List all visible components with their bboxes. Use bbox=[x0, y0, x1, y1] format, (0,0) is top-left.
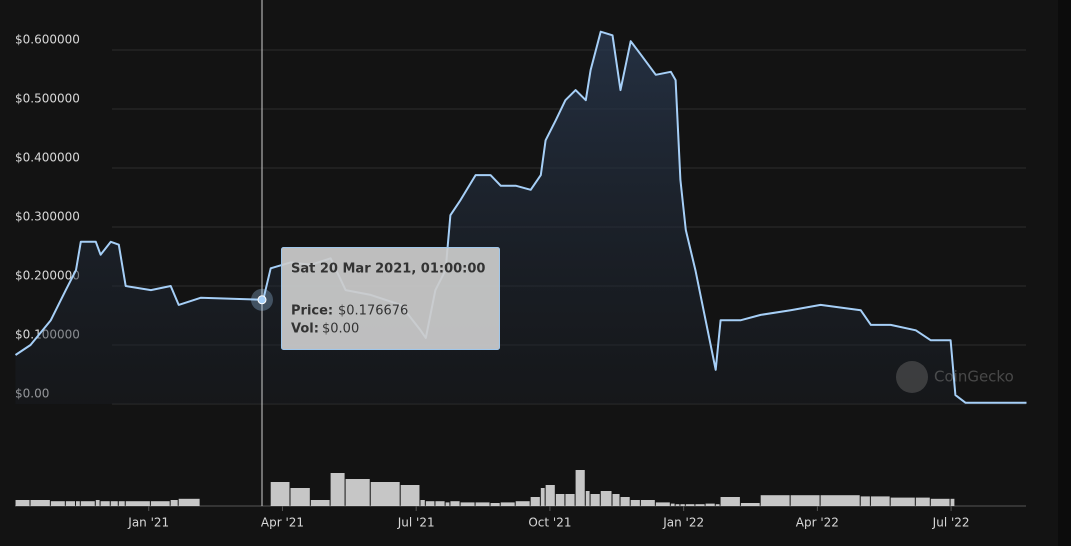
volume-bar bbox=[915, 497, 930, 506]
volume-bar bbox=[490, 503, 500, 506]
volume-bar bbox=[75, 501, 80, 506]
watermark-logo bbox=[896, 361, 928, 393]
tooltip-date: Sat 20 Mar 2021, 01:00:00 bbox=[291, 262, 485, 277]
volume-bar bbox=[585, 491, 590, 506]
volume-bar bbox=[270, 482, 290, 506]
volume-bar bbox=[640, 500, 655, 506]
volume-bar bbox=[890, 497, 915, 506]
volume-bar bbox=[680, 504, 685, 506]
volume-bar bbox=[178, 498, 200, 506]
volume-bar bbox=[515, 501, 530, 506]
tooltip-price-label: Price: bbox=[291, 304, 333, 319]
x-tick-label: Jul '22 bbox=[932, 516, 970, 530]
volume-bar bbox=[95, 500, 100, 506]
watermark-text: CoinGecko bbox=[934, 368, 1014, 386]
x-tick-label: Jan '21 bbox=[127, 516, 169, 530]
volume-bar bbox=[790, 495, 820, 506]
volume-bar bbox=[820, 495, 860, 506]
volume-bar bbox=[555, 494, 565, 506]
x-tick-label: Apr '22 bbox=[796, 516, 839, 530]
volume-bar bbox=[100, 501, 110, 506]
volume-bar bbox=[870, 496, 890, 506]
volume-bar bbox=[760, 495, 790, 506]
volume-bar bbox=[930, 498, 950, 506]
volume-bar bbox=[740, 503, 760, 506]
volume-bar bbox=[620, 497, 630, 506]
volume-bar bbox=[715, 504, 720, 506]
volume-bar bbox=[425, 501, 435, 506]
volume-bar bbox=[600, 491, 612, 506]
volume-bar bbox=[30, 500, 50, 506]
y-tick-label: $0.200000 bbox=[15, 269, 80, 283]
volume-bar bbox=[65, 501, 75, 506]
volume-bar bbox=[445, 502, 450, 506]
volume-bar bbox=[150, 501, 170, 506]
volume-bar bbox=[345, 479, 370, 506]
price-area bbox=[15, 31, 1027, 404]
volume-bar bbox=[290, 488, 310, 506]
y-tick-label: $0.500000 bbox=[15, 92, 80, 106]
volume-bar bbox=[118, 501, 125, 506]
tooltip-box bbox=[281, 247, 500, 350]
volume-bar bbox=[420, 500, 425, 506]
volume-bar bbox=[125, 501, 150, 506]
y-tick-label: $0.600000 bbox=[15, 33, 80, 47]
volume-bar bbox=[530, 497, 540, 506]
volume-bar bbox=[435, 501, 445, 506]
volume-bar bbox=[860, 496, 870, 506]
tooltip: Sat 20 Mar 2021, 01:00:00 Price: $0.1766… bbox=[281, 247, 500, 350]
volume-bar bbox=[685, 504, 695, 506]
x-tick-label: Oct '21 bbox=[528, 516, 571, 530]
x-tick-label: Apr '21 bbox=[261, 516, 304, 530]
volume-bar bbox=[720, 497, 740, 506]
volume-bar bbox=[370, 482, 400, 506]
volume-bar bbox=[450, 501, 460, 506]
y-tick-label: $0.400000 bbox=[15, 151, 80, 165]
volume-bar bbox=[590, 494, 600, 506]
volume-bar bbox=[15, 500, 30, 506]
volume-bar bbox=[612, 494, 620, 506]
volume-bar bbox=[630, 500, 640, 506]
volume-bar bbox=[50, 501, 65, 506]
volume-bar bbox=[545, 485, 555, 506]
plot bbox=[14, 30, 1027, 404]
x-tick-label: Jul '21 bbox=[397, 516, 435, 530]
y-tick-label: $0.300000 bbox=[15, 210, 80, 224]
tooltip-vol-label: Vol: bbox=[291, 322, 319, 337]
volume-bar bbox=[565, 494, 575, 506]
watermark: CoinGecko bbox=[896, 361, 1014, 393]
volume-bar bbox=[670, 503, 675, 506]
x-tick-label: Jan '22 bbox=[662, 516, 704, 530]
scroll-strip bbox=[1058, 0, 1071, 546]
volume-bar bbox=[500, 502, 515, 506]
price-line bbox=[14, 30, 1027, 404]
volume-bar bbox=[705, 503, 715, 506]
volume bbox=[15, 470, 955, 506]
volume-bar bbox=[540, 488, 545, 506]
volume-bar bbox=[675, 504, 680, 506]
volume-bar bbox=[575, 470, 585, 506]
volume-bar bbox=[170, 500, 178, 506]
volume-bar bbox=[655, 502, 670, 506]
volume-bar bbox=[950, 498, 955, 506]
volume-bar bbox=[330, 473, 345, 506]
volume-bar bbox=[460, 502, 475, 506]
volume-bar bbox=[110, 501, 118, 506]
volume-bar bbox=[310, 500, 330, 506]
volume-bar bbox=[475, 502, 490, 506]
volume-bar bbox=[80, 501, 95, 506]
volume-bar bbox=[695, 504, 705, 506]
tooltip-vol: $0.00 bbox=[322, 322, 359, 337]
hover-point bbox=[257, 295, 267, 305]
volume-bar bbox=[400, 485, 420, 506]
tooltip-price: $0.176676 bbox=[338, 304, 408, 319]
